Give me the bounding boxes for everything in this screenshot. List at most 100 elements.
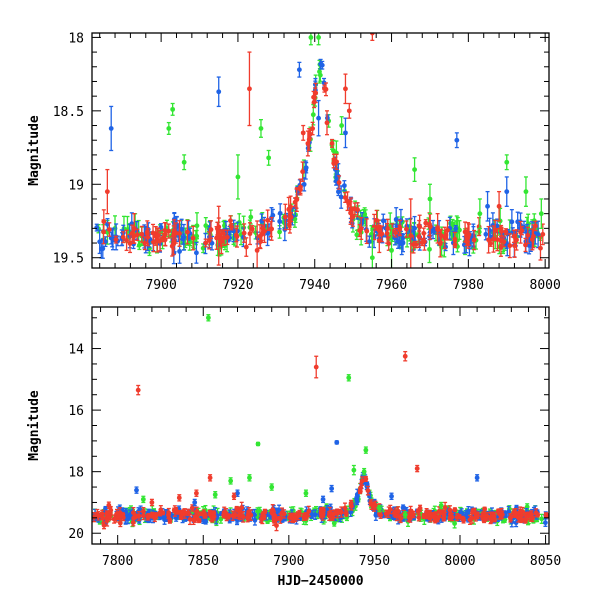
y-tick-label: 19 xyxy=(68,178,84,193)
red-point xyxy=(294,196,299,201)
red-point xyxy=(225,235,230,240)
blue-point xyxy=(297,67,302,72)
red-point xyxy=(283,215,288,220)
red-point xyxy=(337,180,342,185)
x-tick-label: 7940 xyxy=(299,278,330,293)
red-point xyxy=(499,229,504,234)
blue-point xyxy=(401,240,406,245)
red-point xyxy=(332,157,337,162)
red-point xyxy=(300,169,305,174)
red-point xyxy=(472,238,477,243)
red-point xyxy=(162,228,167,233)
red-point xyxy=(105,189,110,194)
red-point xyxy=(347,108,352,113)
x-tick-label: 7980 xyxy=(453,278,484,293)
green-point xyxy=(448,221,453,226)
green-point xyxy=(266,155,271,160)
red-point xyxy=(435,226,440,231)
x-tick-label: 7900 xyxy=(145,278,176,293)
green-point xyxy=(524,189,529,194)
red-point xyxy=(191,236,196,241)
red-point xyxy=(464,239,469,244)
blue-point xyxy=(453,226,458,231)
red-point xyxy=(154,513,159,518)
red-point xyxy=(255,248,260,253)
red-point xyxy=(422,239,427,244)
red-point xyxy=(512,243,517,248)
green-point xyxy=(277,229,282,234)
red-point xyxy=(377,238,382,243)
red-point xyxy=(298,185,303,190)
red-point xyxy=(453,242,458,247)
red-point xyxy=(325,120,330,125)
blue-point xyxy=(543,520,548,525)
green-point xyxy=(170,107,175,112)
blue-point xyxy=(394,217,399,222)
red-point xyxy=(397,227,402,232)
green-point xyxy=(316,35,321,40)
red-point xyxy=(423,221,428,226)
green-point xyxy=(412,167,417,172)
red-point xyxy=(286,207,291,212)
blue-point xyxy=(454,138,459,143)
red-point xyxy=(308,132,313,137)
green-point xyxy=(389,248,394,253)
green-point xyxy=(504,160,509,165)
x-tick-label: 7920 xyxy=(222,278,253,293)
red-point xyxy=(219,239,224,244)
red-point xyxy=(258,234,263,239)
red-point xyxy=(538,246,543,251)
red-point xyxy=(124,238,129,243)
y-axis-title: Magnitude xyxy=(27,115,42,186)
red-point xyxy=(455,515,460,520)
red-point xyxy=(482,507,487,512)
green-point xyxy=(539,211,544,216)
red-point xyxy=(185,230,190,235)
green-point xyxy=(236,175,241,180)
red-point xyxy=(512,234,517,239)
red-point xyxy=(421,231,426,236)
red-point xyxy=(158,238,163,243)
green-point xyxy=(259,126,264,131)
blue-point xyxy=(126,517,131,522)
data-points xyxy=(94,26,545,287)
red-point xyxy=(411,242,416,247)
red-point xyxy=(379,231,384,236)
blue-point xyxy=(94,225,99,230)
blue-point xyxy=(504,189,509,194)
red-point xyxy=(416,515,421,520)
red-point xyxy=(499,245,504,250)
red-point xyxy=(177,231,182,236)
green-point xyxy=(427,247,432,252)
green-point xyxy=(166,126,171,131)
red-point xyxy=(139,232,144,237)
red-point xyxy=(330,141,335,146)
blue-point xyxy=(381,218,386,223)
blue-point xyxy=(336,189,341,194)
red-point xyxy=(343,86,348,91)
red-point xyxy=(113,237,118,242)
blue-point xyxy=(216,89,221,94)
y-tick-label: 18.5 xyxy=(53,105,84,120)
green-point xyxy=(182,160,187,165)
red-point xyxy=(364,229,369,234)
red-point xyxy=(132,226,137,231)
green-point xyxy=(311,112,316,117)
green-point xyxy=(308,35,313,40)
blue-point xyxy=(97,239,102,244)
green-point xyxy=(317,69,322,74)
blue-point xyxy=(277,219,282,224)
red-point xyxy=(262,229,267,234)
blue-point xyxy=(320,63,325,68)
red-point xyxy=(265,218,270,223)
red-point xyxy=(507,243,512,248)
y-tick-label: 18 xyxy=(68,31,84,46)
red-point xyxy=(216,233,221,238)
red-point xyxy=(493,228,498,233)
blue-point xyxy=(483,232,488,237)
red-point xyxy=(393,230,398,235)
